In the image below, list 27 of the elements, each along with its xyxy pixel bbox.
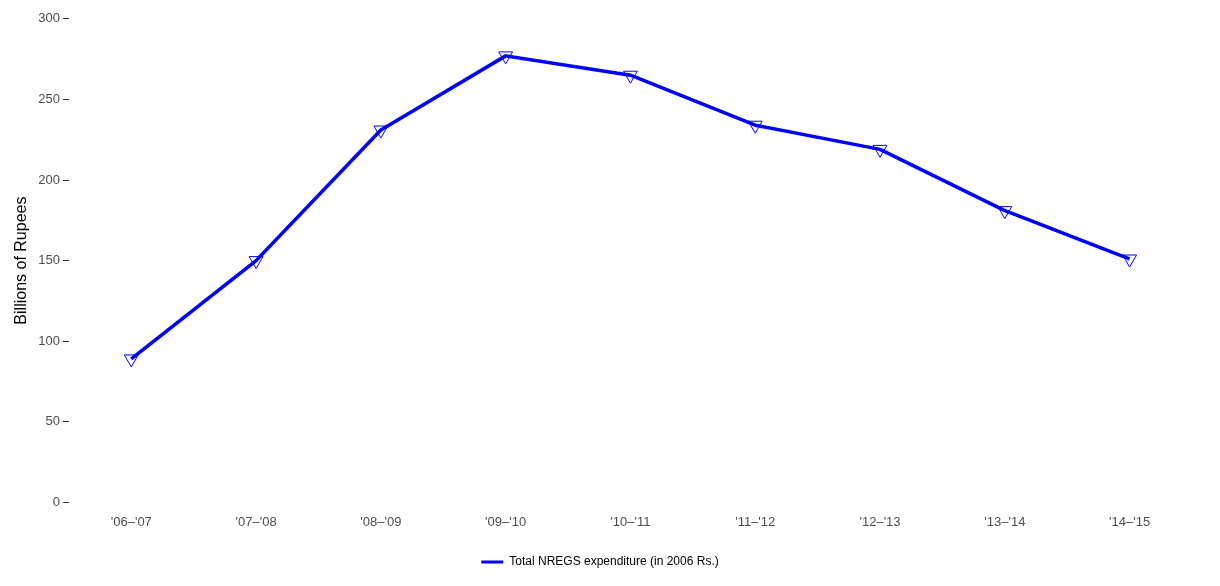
point xyxy=(747,120,763,134)
point xyxy=(248,256,264,270)
x-tick-label: '10–'11 xyxy=(610,513,651,529)
y-tick-label: 50 xyxy=(45,413,60,429)
y-axis-title: Billions of Rupees xyxy=(12,196,30,325)
x-tick-label: '07–'08 xyxy=(235,513,277,529)
y-tick-label: 100 xyxy=(38,332,60,348)
x-tick-label: '09–'10 xyxy=(485,513,527,529)
y-tick-label: 0 xyxy=(52,493,60,509)
y-tick-label: 200 xyxy=(38,171,60,187)
y-tick-label: 150 xyxy=(38,252,60,268)
point xyxy=(123,354,139,368)
x-tick-label: '11–'12 xyxy=(735,513,776,529)
y-tick-label: 300 xyxy=(38,10,60,26)
point xyxy=(997,206,1013,220)
x-tick-label: '06–'07 xyxy=(110,513,152,529)
x-tick-label: '08–'09 xyxy=(360,513,402,529)
point xyxy=(498,51,514,65)
point xyxy=(373,125,389,139)
point xyxy=(1122,254,1138,268)
x-tick-label: '12–'13 xyxy=(859,513,901,529)
y-tick-label: 250 xyxy=(38,90,60,106)
legend-label: Total NREGS expenditure (in 2006 Rs.) xyxy=(509,554,719,569)
x-tick-label: '13–'14 xyxy=(984,513,1026,529)
x-tick-label: '14–'15 xyxy=(1109,513,1151,529)
point xyxy=(623,70,638,84)
point xyxy=(872,144,888,158)
